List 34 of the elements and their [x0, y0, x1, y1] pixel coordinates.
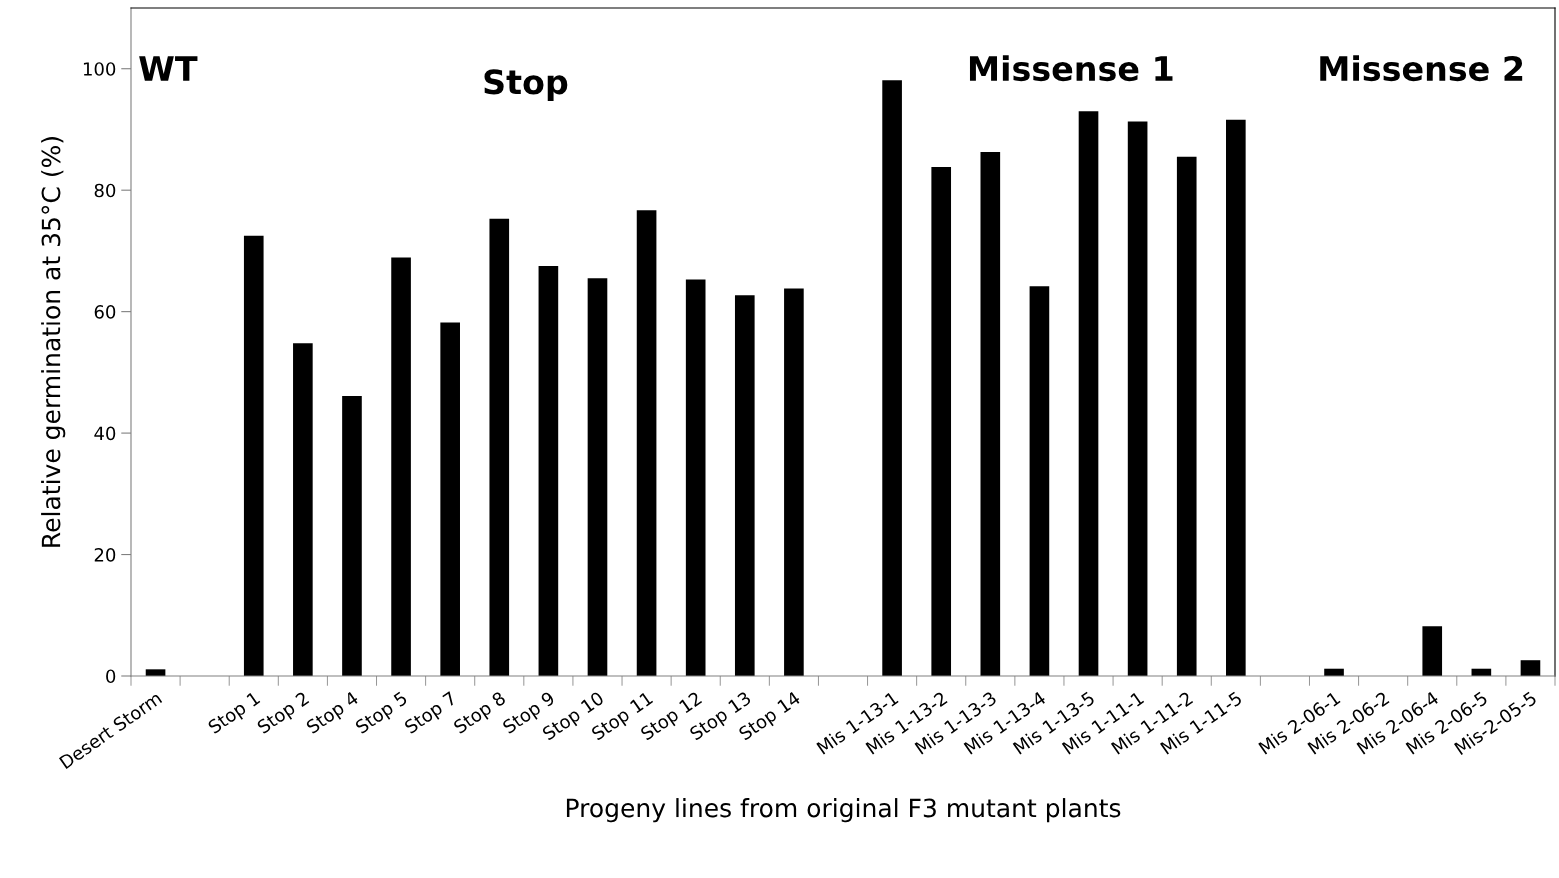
bar: [685, 279, 706, 676]
bar: [1127, 121, 1148, 676]
bar: [1226, 119, 1246, 676]
y-tick-label: 60: [94, 305, 116, 319]
bar: [1422, 626, 1443, 676]
annotation: WT: [139, 56, 198, 81]
x-axis-title: Progeny lines from original F3 mutant plants: [566, 798, 1121, 823]
bar: [489, 218, 510, 676]
annotation: Missense 2: [1320, 55, 1523, 82]
bar: [784, 288, 804, 676]
y-tick-label: 0: [106, 669, 116, 684]
y-tick-label: 80: [94, 183, 116, 198]
bar: [1176, 156, 1197, 676]
y-tick-label: 20: [94, 548, 116, 562]
bar: [931, 167, 952, 676]
bar: [1029, 286, 1050, 676]
y-tick-label: 100: [83, 62, 116, 76]
bar: [293, 343, 313, 676]
bar: [636, 210, 657, 676]
bar: [243, 235, 264, 676]
bar: [980, 151, 1001, 676]
bar: [342, 396, 362, 676]
bar: [587, 278, 608, 676]
annotation: Stop: [484, 69, 568, 101]
annotation: Missense 1: [969, 55, 1173, 82]
bar: [440, 322, 460, 676]
bar: [734, 295, 755, 676]
y-tick-label: 40: [94, 426, 116, 441]
bar: [1078, 111, 1099, 676]
bar: [1520, 660, 1541, 676]
bar: [391, 257, 411, 676]
bar: [538, 266, 559, 676]
y-axis-title: Relative germination at 35°C (%): [41, 137, 66, 547]
bar: [882, 80, 902, 676]
